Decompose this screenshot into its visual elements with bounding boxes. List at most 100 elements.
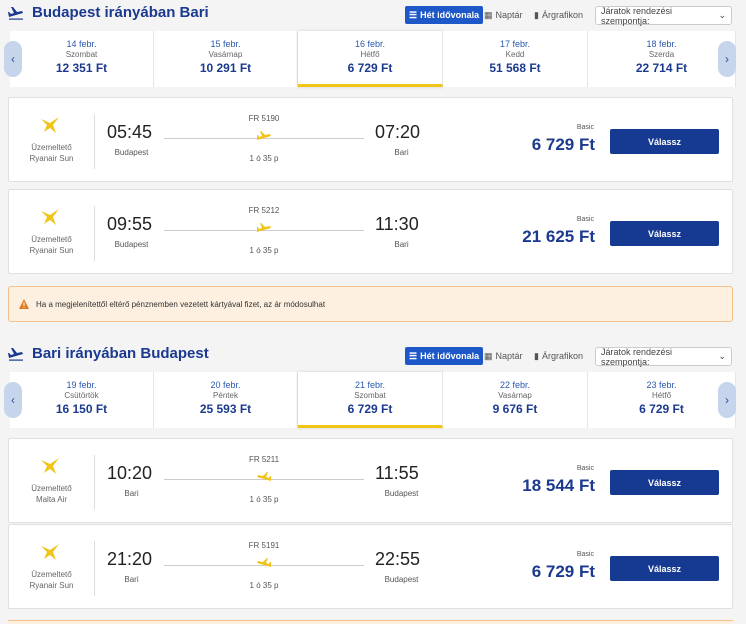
ryanair-logo-icon	[41, 209, 59, 225]
date-label: 23 febr.	[646, 380, 677, 390]
date-option[interactable]: 20 febr. Péntek 25 593 Ft	[154, 372, 298, 428]
date-label: 18 febr.	[646, 39, 677, 49]
select-button[interactable]: Válassz	[610, 470, 719, 495]
flight-number: FR 5212	[248, 206, 280, 215]
weekday-label: Csütörtök	[64, 391, 99, 400]
date-label: 15 febr.	[210, 39, 241, 49]
arrival-time: 22:55	[375, 549, 421, 569]
flight-card: Üzemeltető Ryanair Sun 05:45 Budapest FR …	[8, 97, 733, 182]
flight-price: 21 625 Ft	[522, 227, 595, 246]
list-icon: ☰	[409, 350, 418, 361]
tab-calendar-label: Naptár	[495, 10, 523, 20]
sort-label: Járatok rendezési szempontja:	[601, 5, 673, 26]
chevron-right-icon[interactable]: ›	[718, 382, 736, 418]
date-option[interactable]: 22 febr. Vasárnap 9 676 Ft	[443, 372, 588, 428]
date-option-selected[interactable]: 21 febr. Szombat 6 729 Ft	[298, 372, 443, 428]
chevron-down-icon: ⌄	[718, 10, 726, 20]
fare-type: Basic	[576, 551, 594, 558]
flight-number: FR 5190	[248, 114, 280, 123]
date-option[interactable]: 14 febr. Szombat 12 351 Ft	[10, 31, 154, 87]
sort-select[interactable]: Járatok rendezési szempontja: ⌄	[595, 5, 732, 26]
date-label: 17 febr.	[499, 39, 531, 49]
tab-week-label: Hét idővonala	[420, 10, 480, 20]
date-price: 51 568 Ft	[489, 61, 541, 75]
plane-icon	[257, 131, 271, 140]
select-button[interactable]: Válassz	[610, 129, 719, 154]
flight-duration: 1 ó 35 p	[249, 581, 279, 590]
section-header: Budapest irányában Bari ☰ Hét idővonala ▦…	[0, 0, 746, 30]
divider	[94, 455, 95, 510]
departure-time: 21:20	[107, 549, 153, 569]
date-strip: 14 febr. Szombat 12 351 Ft 15 febr. Vasárna…	[0, 31, 746, 87]
chevron-left-icon[interactable]: ‹	[4, 41, 22, 77]
route-title: Bari irányában Budapest	[32, 345, 209, 362]
airline-name: Ryanair Sun	[29, 246, 74, 255]
departure-city: Bari	[124, 489, 139, 498]
airline-name: Malta Air	[35, 495, 68, 504]
plane-departure-icon	[8, 6, 23, 20]
date-price: 9 676 Ft	[492, 402, 538, 416]
ryanair-logo-icon	[41, 458, 59, 474]
bar-chart-icon: ▮	[534, 9, 539, 20]
operator-info: Üzemeltető Malta Air	[9, 483, 94, 505]
tab-price-chart[interactable]: ▮ Árgrafikon	[534, 347, 583, 365]
tab-week-label: Hét idővonala	[420, 351, 480, 361]
date-option-selected[interactable]: 16 febr. Hétfő 6 729 Ft	[298, 31, 443, 87]
tab-calendar[interactable]: ▦ Naptár	[484, 6, 523, 24]
flight-price: 18 544 Ft	[522, 476, 595, 495]
airline-name: Ryanair Sun	[29, 154, 74, 163]
sort-select[interactable]: Járatok rendezési szempontja: ⌄	[595, 346, 732, 367]
flight-card: Üzemeltető Ryanair Sun 09:55 Budapest FR …	[8, 189, 733, 274]
date-label: 14 febr.	[66, 39, 97, 49]
divider	[94, 114, 95, 169]
date-label: 19 febr.	[66, 380, 97, 390]
fare-type: Basic	[576, 216, 594, 223]
ryanair-logo-icon	[41, 117, 59, 133]
chevron-down-icon: ⌄	[718, 351, 726, 361]
departure-time: 10:20	[107, 463, 153, 483]
plane-icon	[257, 223, 271, 232]
calendar-icon: ▦	[484, 9, 493, 20]
fare-type: Basic	[576, 124, 594, 131]
departure-city: Budapest	[114, 148, 149, 157]
departure-city: Bari	[124, 575, 139, 584]
date-strip: 19 febr. Csütörtök 16 150 Ft 20 febr. Pénte…	[0, 372, 746, 428]
arrival-time: 11:55	[375, 463, 419, 483]
select-button[interactable]: Válassz	[610, 221, 719, 246]
operator-info: Üzemeltető Ryanair Sun	[9, 234, 94, 256]
route-title: Budapest irányában Bari	[32, 4, 209, 21]
tab-calendar-label: Naptár	[495, 351, 523, 361]
departure-time: 09:55	[107, 214, 153, 234]
chevron-left-icon[interactable]: ‹	[4, 382, 22, 418]
weekday-label: Vasárnap	[498, 391, 532, 400]
sort-label: Járatok rendezési szempontja:	[601, 346, 673, 367]
select-button[interactable]: Válassz	[610, 556, 719, 581]
flight-duration: 1 ó 35 p	[249, 246, 279, 255]
weekday-label: Kedd	[505, 50, 525, 59]
tab-week-timeline[interactable]: ☰ Hét idővonala	[405, 347, 484, 365]
tab-price-chart[interactable]: ▮ Árgrafikon	[534, 6, 583, 24]
arrival-city: Budapest	[384, 489, 419, 498]
tab-calendar[interactable]: ▦ Naptár	[484, 347, 523, 365]
plane-icon	[257, 558, 271, 567]
tab-chart-label: Árgrafikon	[541, 10, 583, 20]
route-line	[164, 138, 364, 139]
list-icon: ☰	[409, 9, 418, 20]
arrival-city: Bari	[394, 240, 409, 249]
calendar-icon: ▦	[484, 350, 493, 361]
flight-price: 6 729 Ft	[531, 135, 595, 154]
weekday-label: Szombat	[354, 391, 386, 400]
date-option[interactable]: 23 febr. Hétfő 6 729 Ft	[588, 372, 736, 428]
date-option[interactable]: 18 febr. Szerda 22 714 Ft	[588, 31, 736, 87]
tab-week-timeline[interactable]: ☰ Hét idővonala	[405, 6, 484, 24]
date-option[interactable]: 17 febr. Kedd 51 568 Ft	[443, 31, 588, 87]
date-price: 6 729 Ft	[347, 402, 393, 416]
section-header: Bari irányában Budapest ☰ Hét idővonala ▦…	[0, 341, 746, 371]
chevron-right-icon[interactable]: ›	[718, 41, 736, 77]
date-price: 6 729 Ft	[639, 402, 684, 416]
flight-card: Üzemeltető Malta Air 10:20 Bari FR 5211 1…	[8, 438, 733, 523]
arrival-time: 07:20	[375, 122, 421, 142]
date-option[interactable]: 19 febr. Csütörtök 16 150 Ft	[10, 372, 154, 428]
date-option[interactable]: 15 febr. Vasárnap 10 291 Ft	[154, 31, 298, 87]
operator-info: Üzemeltető Ryanair Sun	[9, 142, 94, 164]
